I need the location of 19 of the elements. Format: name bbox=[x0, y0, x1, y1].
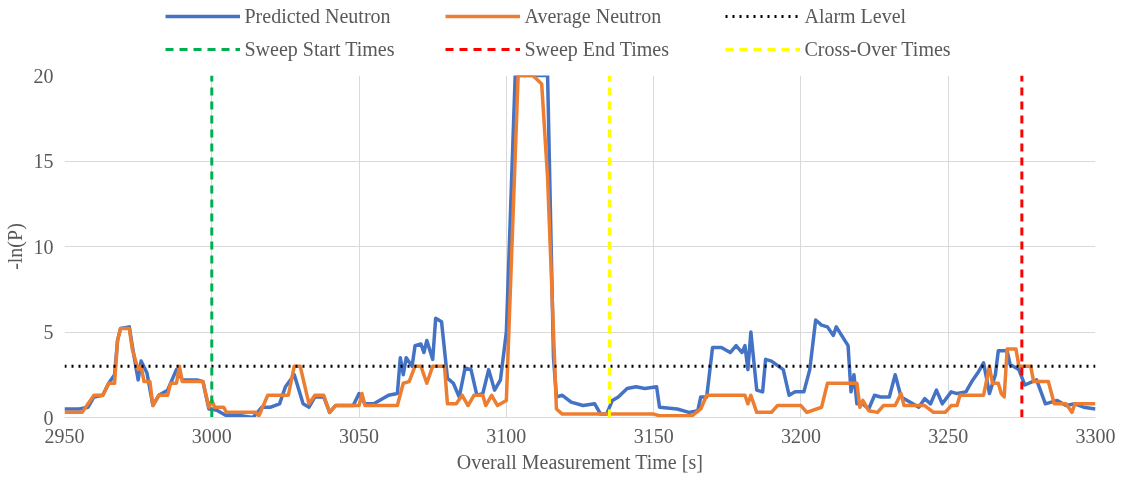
legend-label: Average Neutron bbox=[524, 4, 663, 28]
legend-label: Sweep Start Times bbox=[244, 37, 396, 61]
y-tick-label: 20 bbox=[33, 64, 54, 87]
legend-label: Sweep End Times bbox=[524, 37, 670, 61]
x-tick-label: 3200 bbox=[780, 424, 821, 447]
y-axis-title: -ln(P) bbox=[3, 223, 27, 270]
legend-label: Cross-Over Times bbox=[804, 37, 952, 61]
x-tick-label: 3000 bbox=[191, 424, 232, 447]
y-tick-label: 10 bbox=[33, 235, 54, 258]
y-tick-label: 5 bbox=[43, 321, 54, 343]
x-tick-label: 3100 bbox=[486, 424, 527, 447]
legend-label: Predicted Neutron bbox=[244, 4, 392, 28]
y-tick-label: 15 bbox=[33, 150, 54, 172]
legend-label: Alarm Level bbox=[804, 4, 908, 28]
x-axis-title: Overall Measurement Time [s] bbox=[456, 450, 703, 473]
x-tick-label: 3150 bbox=[633, 424, 674, 447]
x-tick-label: 3050 bbox=[339, 424, 380, 447]
x-tick-label: 3300 bbox=[1075, 424, 1116, 447]
x-tick-label: 3250 bbox=[928, 424, 969, 447]
